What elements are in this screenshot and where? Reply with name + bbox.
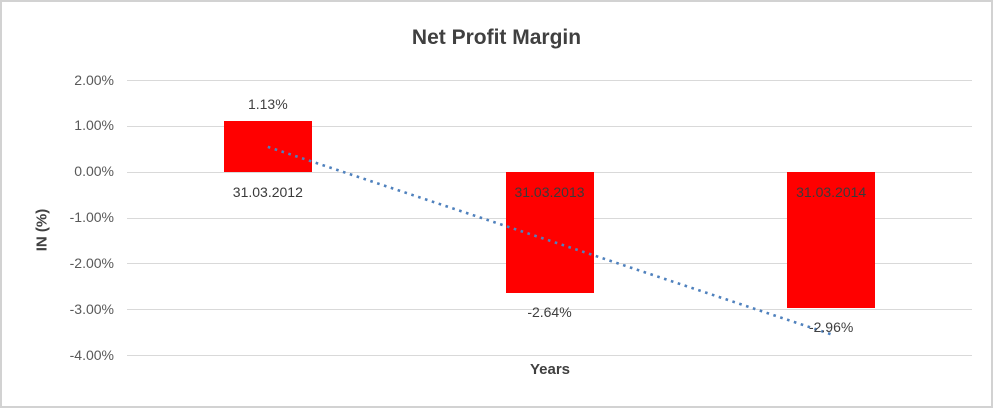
gridline xyxy=(127,125,972,127)
gridline xyxy=(127,355,972,357)
category-label: 31.03.2013 xyxy=(514,184,585,200)
y-axis-tick-label: 2.00% xyxy=(74,71,114,88)
gridline xyxy=(127,80,972,82)
y-axis-tick-label: 0.00% xyxy=(74,163,114,180)
y-axis-tick-label: -1.00% xyxy=(69,209,114,226)
data-label: 1.13% xyxy=(247,95,288,112)
bar-31.03.2012[interactable] xyxy=(223,120,312,173)
y-axis-tick-label: -3.00% xyxy=(69,300,114,317)
category-label: 31.03.2014 xyxy=(796,184,867,200)
data-label: -2.64% xyxy=(527,304,572,321)
y-axis-tick-label: -2.00% xyxy=(69,254,114,271)
chart-title: Net Profit Margin xyxy=(411,26,582,49)
y-axis-tick-label: 1.00% xyxy=(74,117,114,134)
x-axis-title: Years xyxy=(529,361,571,378)
category-label: 31.03.2012 xyxy=(232,184,303,200)
y-axis-tick-label: -4.00% xyxy=(69,346,114,363)
data-label: -2.96% xyxy=(808,318,854,335)
